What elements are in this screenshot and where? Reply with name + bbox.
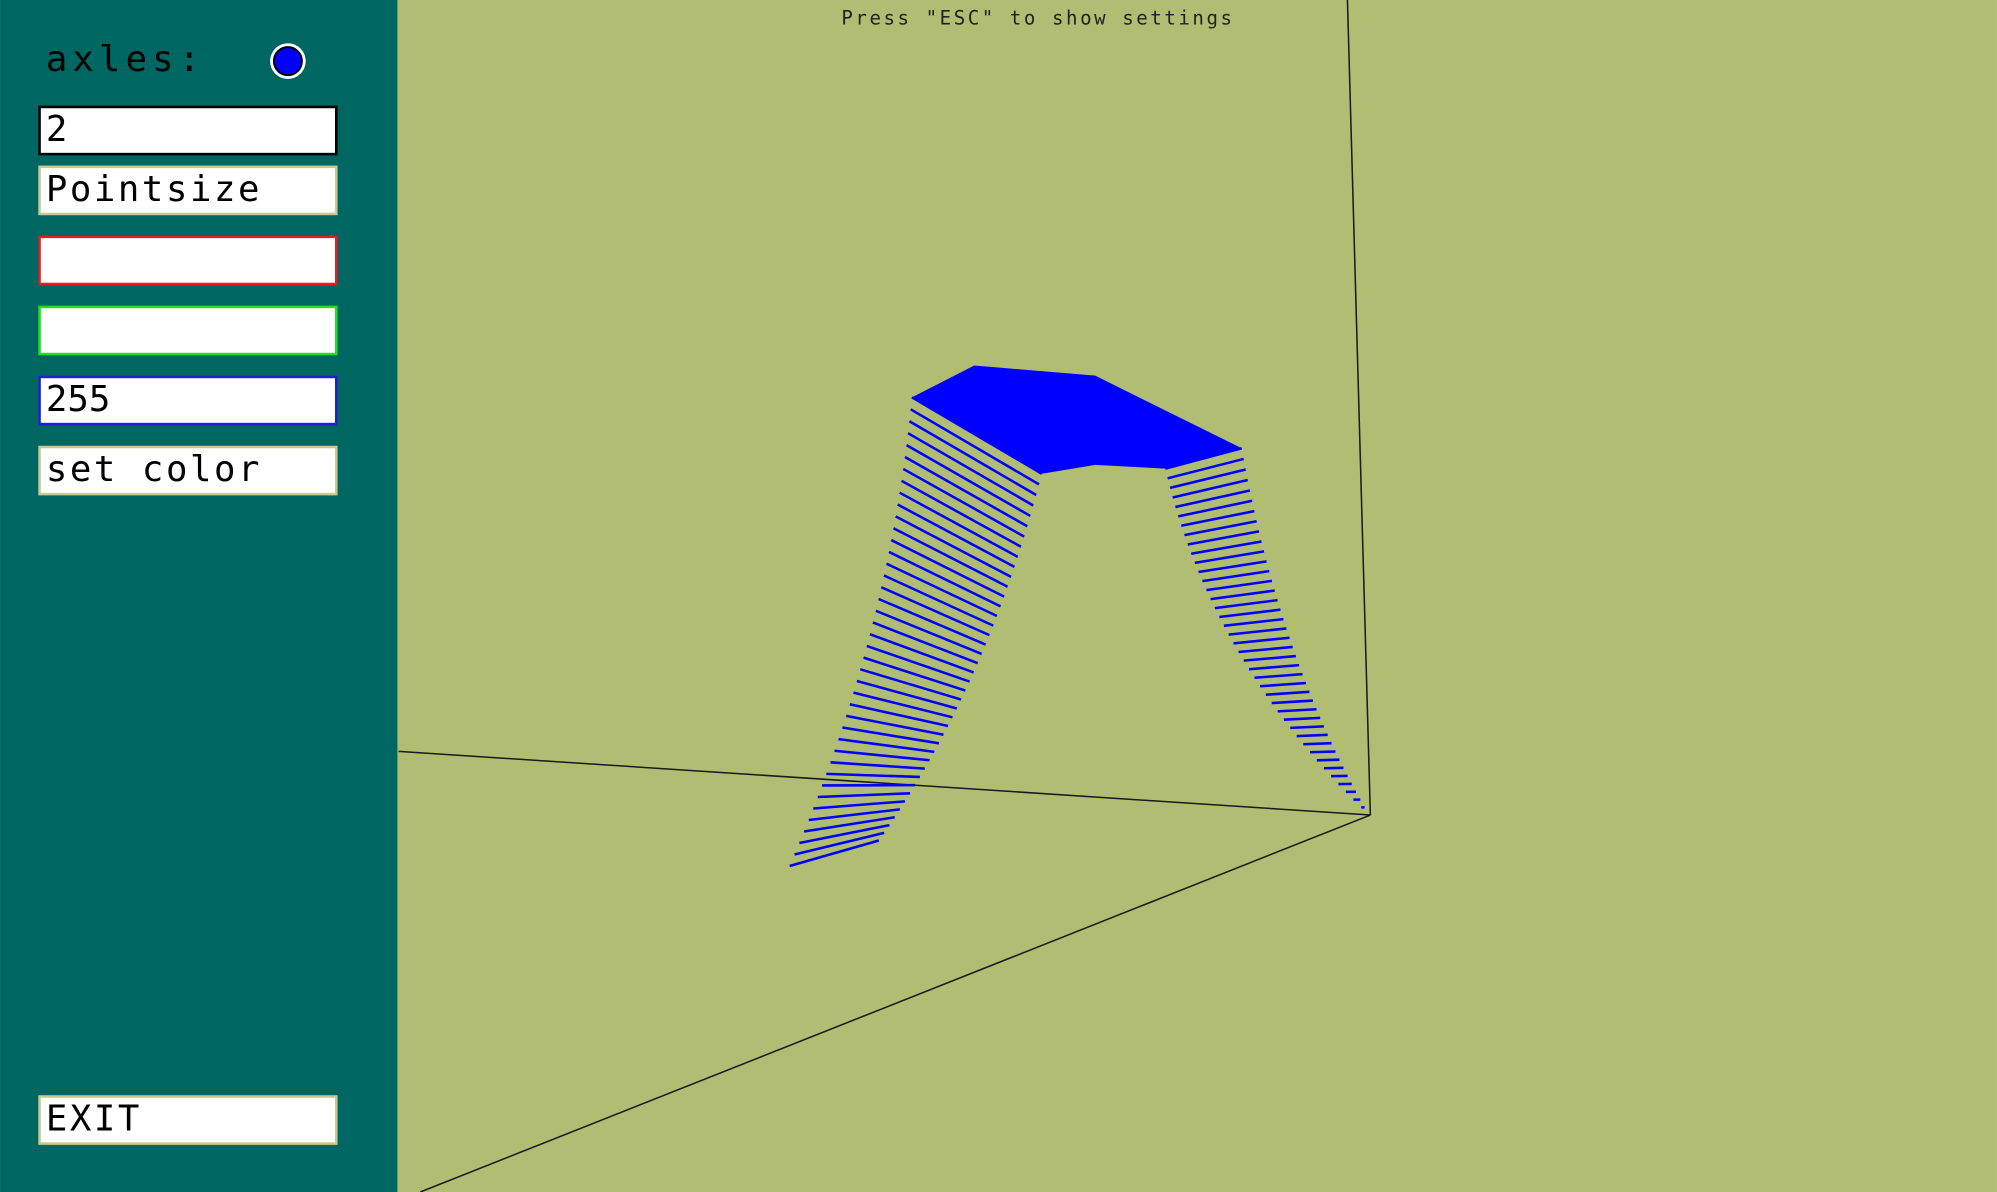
surface-stripe (908, 420, 1037, 497)
surface-stripe (1181, 509, 1255, 528)
exit-button[interactable] (38, 1095, 338, 1145)
surface-stripe (845, 714, 944, 736)
surface-stripe (803, 815, 895, 833)
surface-stripe (1202, 569, 1270, 583)
surface-top (911, 365, 1242, 474)
hint-text: Press "ESC" to show settings (841, 7, 1234, 30)
surface-stripe (1238, 645, 1293, 654)
point-size-value: 2 (46, 109, 67, 150)
axis-line (1346, 0, 1372, 816)
red-input[interactable] (38, 235, 338, 286)
surface-stripe (1210, 589, 1275, 601)
surface-stripe (1167, 457, 1244, 480)
surface-stripe (905, 444, 1031, 518)
surface-stripe (789, 839, 880, 868)
surface-stripe (826, 772, 920, 779)
surface-stripe (895, 515, 1012, 579)
surface-stripe (878, 597, 987, 646)
surface-stripe (885, 562, 998, 618)
surface-stripe (799, 823, 890, 845)
point-size-button[interactable] (38, 165, 338, 216)
surface-stripe (1187, 530, 1260, 546)
surface-stripe (900, 479, 1022, 548)
surface-stripe (794, 831, 885, 856)
surface-stripe (853, 691, 953, 719)
surface-stripe (1169, 468, 1246, 490)
green-input[interactable] (38, 305, 338, 356)
surface-stripe (875, 609, 983, 656)
blue-value: 255 (46, 379, 110, 420)
surface-stripe (910, 408, 1040, 486)
axles-label: axles: (46, 39, 205, 80)
surface-stripe (1214, 598, 1278, 610)
axes (398, 0, 1372, 1192)
surface-stripe (1175, 489, 1251, 509)
surface-stripe (1165, 447, 1243, 470)
surface-stripe (1228, 627, 1287, 636)
surface-stripe (1259, 681, 1307, 688)
surface-stripe (869, 633, 975, 674)
axis-line (420, 814, 1371, 1192)
surface-stripe (890, 538, 1005, 598)
set-color-button[interactable] (38, 445, 338, 496)
surface-stripe (866, 644, 970, 683)
surface-stripe (817, 792, 911, 799)
surface-stripe (872, 621, 979, 665)
surface-stripe (859, 668, 962, 701)
surface-stripe (1271, 699, 1314, 705)
set-color-label: set color (46, 449, 262, 490)
surface-stripe (1172, 478, 1249, 499)
exit-label: EXIT (46, 1099, 142, 1140)
surface-stripe (856, 679, 958, 710)
surface-stripe (830, 761, 925, 770)
surface-stripe (899, 491, 1019, 558)
surface-stripe (1243, 654, 1297, 662)
surface-stripe (907, 432, 1034, 507)
surface-stripe (1190, 540, 1262, 555)
surface-stripe (834, 749, 930, 762)
surface-stripe (1283, 716, 1321, 721)
surface-stripe (1303, 741, 1332, 746)
point-size-input[interactable] (38, 105, 338, 156)
surface-plot (789, 365, 1365, 868)
surface-stripe (1194, 550, 1265, 565)
surface-stripe (892, 527, 1009, 588)
surface-stripe (1233, 636, 1290, 645)
surface-stripe (911, 396, 1043, 475)
axles-toggle-dot (272, 46, 303, 77)
surface-stripe (1316, 758, 1340, 762)
surface-stripe (1309, 750, 1336, 754)
axis-line (398, 750, 1371, 816)
surface-stripe (897, 503, 1016, 569)
surface-stripe (888, 550, 1002, 608)
surface-stripe (849, 703, 949, 728)
surface-stripe (1223, 617, 1284, 628)
surface-stripe (902, 467, 1025, 538)
surface-stripe (1184, 520, 1257, 537)
surface-stripe (1206, 579, 1273, 592)
surface-stripe (1198, 560, 1267, 574)
surface-stripe (838, 737, 935, 754)
surface-stripe (1219, 608, 1281, 619)
surface-stripe (813, 800, 906, 810)
surface-stripe (863, 656, 966, 692)
surface-stripe (842, 726, 940, 745)
surface-stripe (808, 808, 901, 822)
point-size-button-label: Pointsize (46, 169, 262, 210)
surface-stripe (880, 586, 990, 637)
surface-stripe (1277, 707, 1317, 713)
surface-stripe (1254, 672, 1303, 680)
surface-stripe (1248, 663, 1300, 671)
surface-stripe (1290, 725, 1324, 730)
surface-stripe (883, 574, 994, 627)
blue-input[interactable] (38, 375, 338, 426)
surface-stripe (1296, 733, 1328, 738)
surface-stripe (1177, 499, 1253, 518)
surface-stripe (904, 455, 1028, 528)
surface-stripe (1265, 690, 1310, 696)
